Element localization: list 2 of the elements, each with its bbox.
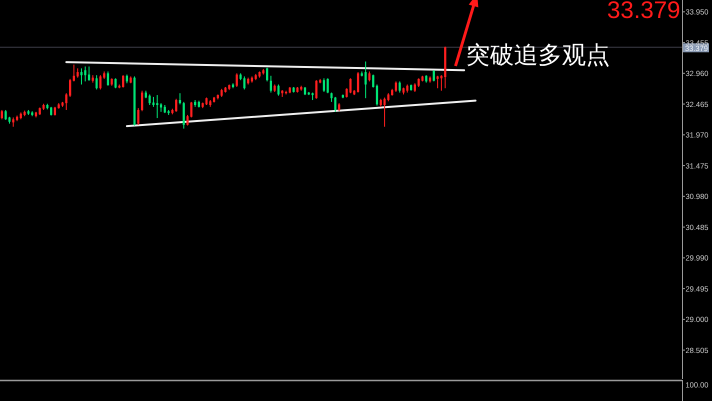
price-note: 33.379 — [607, 0, 680, 24]
note: 突破追多观点 — [466, 41, 610, 69]
